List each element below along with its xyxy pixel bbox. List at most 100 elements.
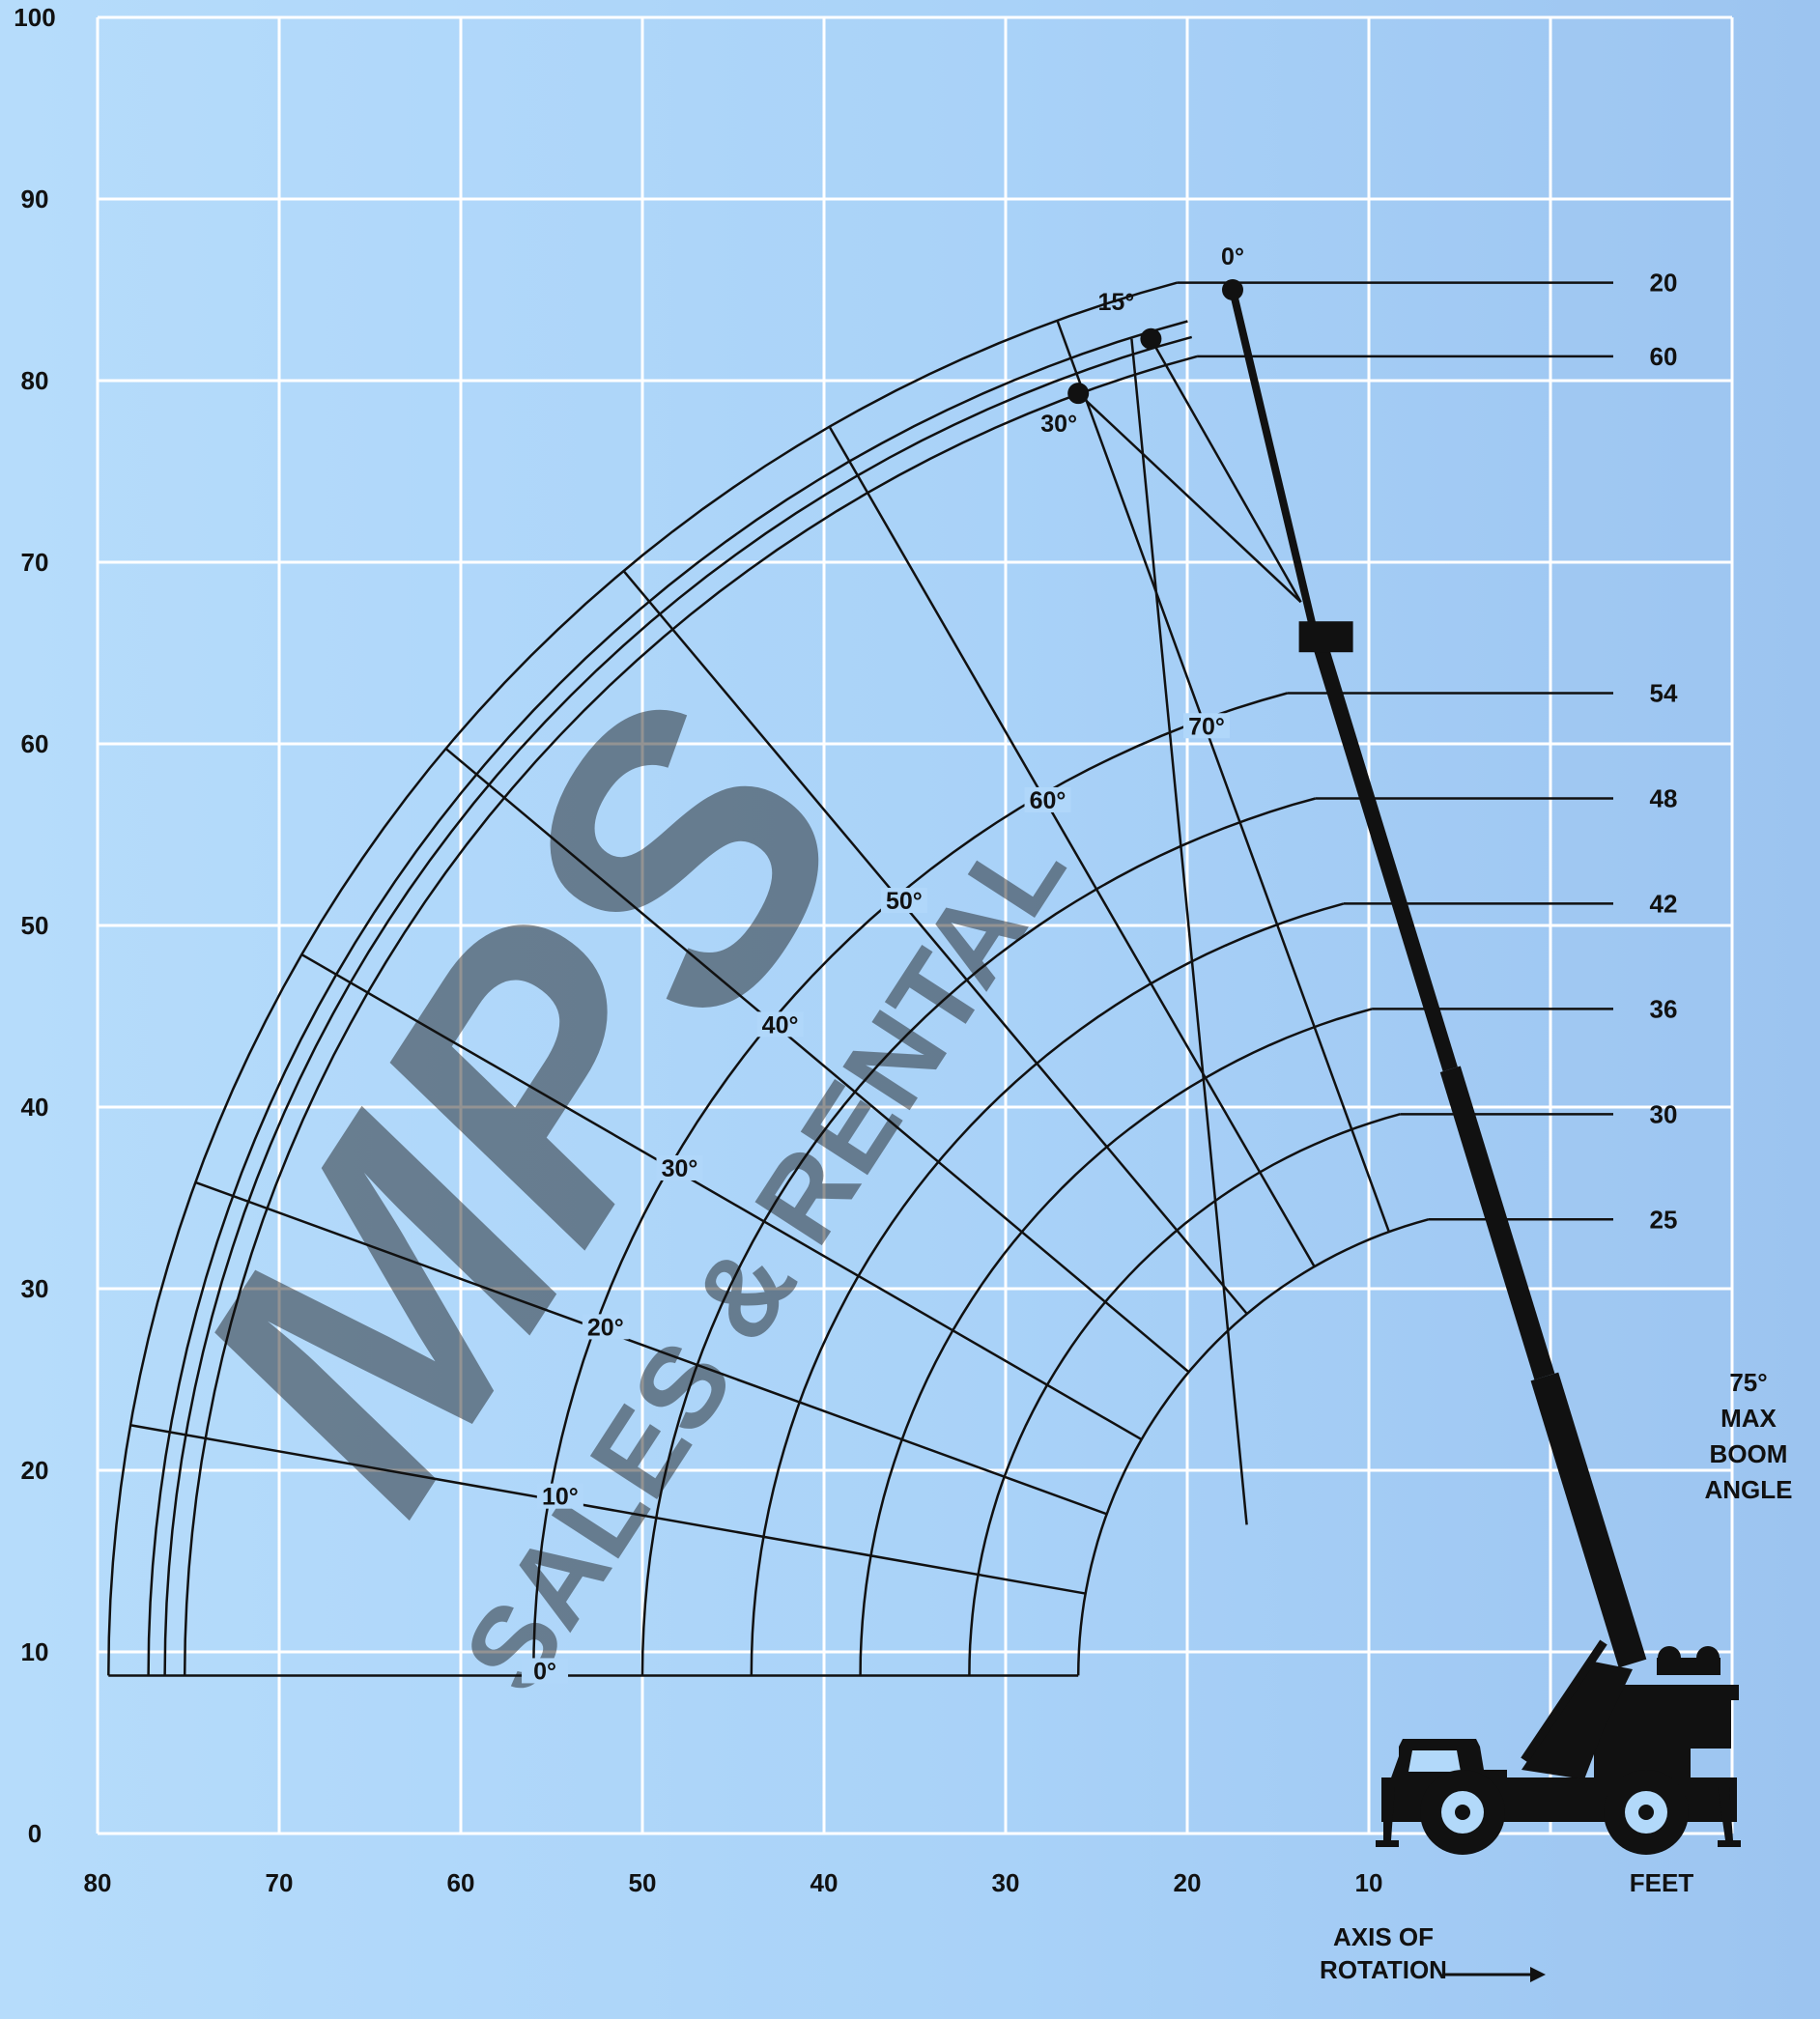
lift-cylinder xyxy=(1521,1639,1607,1763)
angle-line xyxy=(194,1180,1108,1516)
boom-length-label: 48 xyxy=(1650,783,1678,812)
boom-length-label: 36 xyxy=(1650,994,1678,1023)
boom-head xyxy=(1298,621,1353,653)
max-angle-line: BOOM xyxy=(1710,1439,1788,1468)
feet-label: FEET xyxy=(1630,1868,1694,1897)
jib-offset-label: 0° xyxy=(1221,243,1244,270)
jib-offset-label: 15° xyxy=(1097,289,1134,316)
boom-arc xyxy=(183,355,1198,1676)
axis-labels: 0 10 20 30 40 50 60 70 80 90 100 80 70 60 50 40 30 20 10 xyxy=(14,3,1382,1897)
y-tick-label: 80 xyxy=(21,366,49,395)
max-angle-line: MAX xyxy=(1720,1404,1777,1433)
angle-label-bg xyxy=(536,1483,583,1509)
boom-section xyxy=(1439,1066,1555,1380)
jib-line xyxy=(1229,289,1317,627)
angle-label: 0° xyxy=(533,1658,556,1685)
angle-line xyxy=(444,747,1190,1374)
boom-arc xyxy=(107,281,1179,1676)
y-tick-label: 30 xyxy=(21,1274,49,1303)
boom xyxy=(1298,621,1647,1668)
x-tick-label: 30 xyxy=(992,1868,1020,1897)
boom-arc xyxy=(531,692,1288,1676)
boom-length-label: 30 xyxy=(1650,1099,1678,1128)
boom-arc xyxy=(750,902,1345,1676)
jib-guide-line xyxy=(1130,338,1248,1525)
angle-label: 60° xyxy=(1030,787,1066,814)
boom-pivot xyxy=(1521,1662,1633,1779)
boom-arc xyxy=(147,320,1188,1676)
angle-label-bg xyxy=(582,1314,629,1340)
y-tick-label: 20 xyxy=(21,1456,49,1485)
truck-tank-body xyxy=(1657,1658,1720,1675)
x-tick-label: 60 xyxy=(447,1868,475,1897)
truck-window xyxy=(1408,1750,1461,1772)
jib-offsets: 0° 15° 30° xyxy=(1040,243,1317,1525)
jib-line xyxy=(1077,392,1302,604)
y-tick-label: 70 xyxy=(21,548,49,577)
boom-length-label: 60 xyxy=(1650,342,1678,371)
front-wheel-cap xyxy=(1455,1805,1470,1820)
axis-of-rotation-label: AXIS OF xyxy=(1333,1922,1434,1951)
boom-length-arcs: 20 60 54 48 42 36 30 25 xyxy=(107,269,1678,1676)
angle-label-bg xyxy=(656,1154,703,1180)
boom-angle-lines: 0° 10° 20° 30° 40° 50° 60° 70° xyxy=(108,320,1390,1685)
angle-label-bg xyxy=(522,1658,569,1684)
y-tick-label: 50 xyxy=(21,911,49,940)
jib-offset-label: 30° xyxy=(1040,411,1077,438)
boom-length-label: 20 xyxy=(1650,269,1678,298)
axis-of-rotation-arrowhead xyxy=(1530,1967,1546,1982)
boom-arc xyxy=(640,797,1317,1676)
angle-line xyxy=(300,953,1143,1441)
rear-outrigger xyxy=(1718,1787,1741,1847)
angle-label-bg xyxy=(1182,713,1230,739)
jib-tip-marker xyxy=(1067,383,1090,405)
angle-label: 40° xyxy=(762,1011,799,1038)
max-angle-line: 75° xyxy=(1729,1368,1767,1397)
angle-label: 50° xyxy=(886,888,923,915)
jib-tip-marker xyxy=(1222,279,1243,300)
rear-wheel-cap xyxy=(1638,1805,1654,1820)
angle-line xyxy=(622,570,1248,1315)
boom-length-label: 25 xyxy=(1650,1205,1678,1234)
boom-arc xyxy=(859,1008,1373,1676)
x-tick-label: 40 xyxy=(810,1868,839,1897)
angle-line xyxy=(1056,320,1390,1233)
x-tick-label: 70 xyxy=(266,1868,294,1897)
y-tick-label: 10 xyxy=(21,1637,49,1666)
boom-arc xyxy=(968,1113,1401,1676)
angle-line xyxy=(828,426,1316,1267)
x-tick-label: 10 xyxy=(1355,1868,1383,1897)
angle-label: 30° xyxy=(662,1155,698,1182)
angle-label: 70° xyxy=(1188,713,1225,740)
annotations: FEET 75° MAX BOOM ANGLE AXIS OF ROTATION xyxy=(1320,1368,1792,1984)
jib-line xyxy=(1150,338,1302,603)
boom-length-label: 42 xyxy=(1650,889,1678,918)
y-tick-label: 40 xyxy=(21,1093,49,1122)
x-tick-label: 80 xyxy=(84,1868,112,1897)
angle-label-bg xyxy=(756,1011,804,1038)
y-tick-label: 100 xyxy=(14,3,55,32)
front-outrigger xyxy=(1376,1787,1399,1847)
angle-label: 20° xyxy=(587,1314,624,1341)
angle-label: 10° xyxy=(542,1484,579,1511)
angle-line xyxy=(129,1424,1086,1595)
y-tick-label: 60 xyxy=(21,729,49,758)
y-tick-label: 0 xyxy=(28,1819,42,1848)
angle-label-bg xyxy=(1024,786,1071,812)
max-angle-line: ANGLE xyxy=(1705,1475,1793,1504)
axis-of-rotation-label: ROTATION xyxy=(1320,1955,1447,1984)
jib-tip-marker xyxy=(1140,327,1162,350)
x-tick-label: 50 xyxy=(629,1868,657,1897)
angle-label-bg xyxy=(880,888,927,914)
boom-arc xyxy=(163,335,1193,1676)
boom-section xyxy=(1310,636,1458,1072)
x-tick-label: 20 xyxy=(1174,1868,1202,1897)
grid xyxy=(96,15,1734,1835)
boom-arc xyxy=(1076,1218,1429,1676)
y-tick-label: 90 xyxy=(21,185,49,213)
boom-length-label: 54 xyxy=(1650,679,1678,708)
truck-deck xyxy=(1594,1685,1739,1779)
boom-section xyxy=(1530,1372,1647,1668)
